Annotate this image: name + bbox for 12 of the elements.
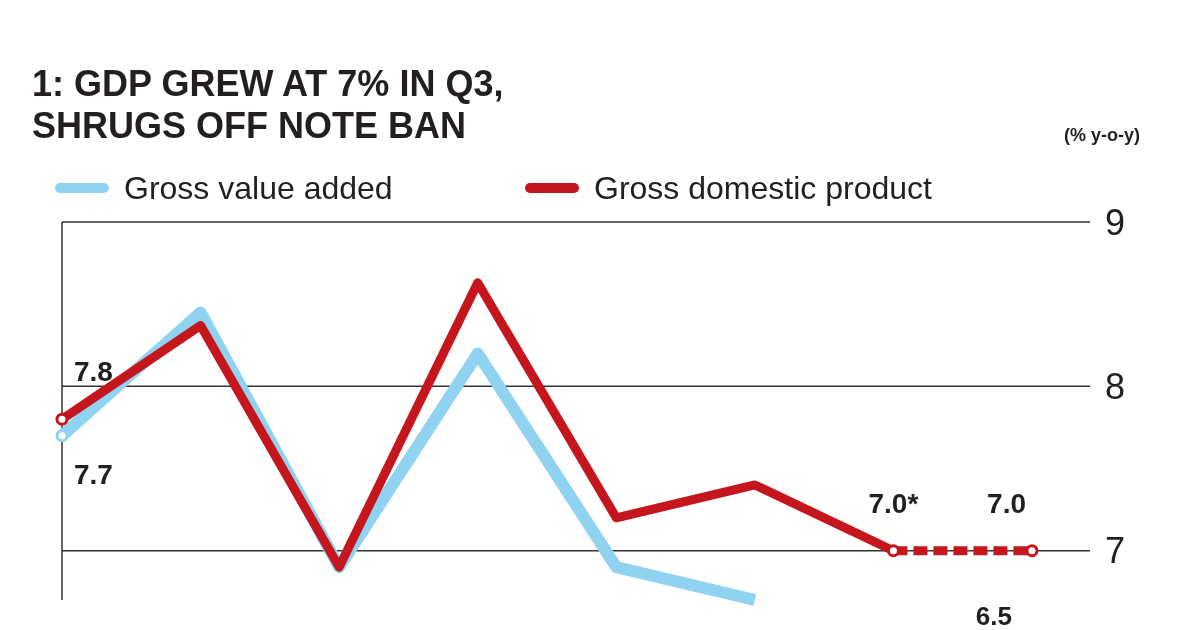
y-tick-label: 7 — [1104, 530, 1126, 572]
y-tick-label: 8 — [1104, 365, 1126, 407]
data-label: 7.7 — [74, 458, 113, 490]
data-label: 7.8 — [74, 356, 113, 388]
text: 6.5 — [975, 601, 1012, 630]
data-label: 7.0* — [868, 487, 919, 519]
y-tick-label: 9 — [1104, 201, 1126, 243]
legend-label: Gross domestic product — [594, 170, 933, 207]
y-axis-title: (% y-o-y) — [1064, 125, 1140, 145]
chart-title: 1: GDP GREW AT 7% IN Q3, SHRUGS OFF NOTE BAN — [32, 63, 504, 146]
legend-label: Gross value added — [124, 170, 393, 207]
data-label: 7.0 — [987, 487, 1026, 519]
